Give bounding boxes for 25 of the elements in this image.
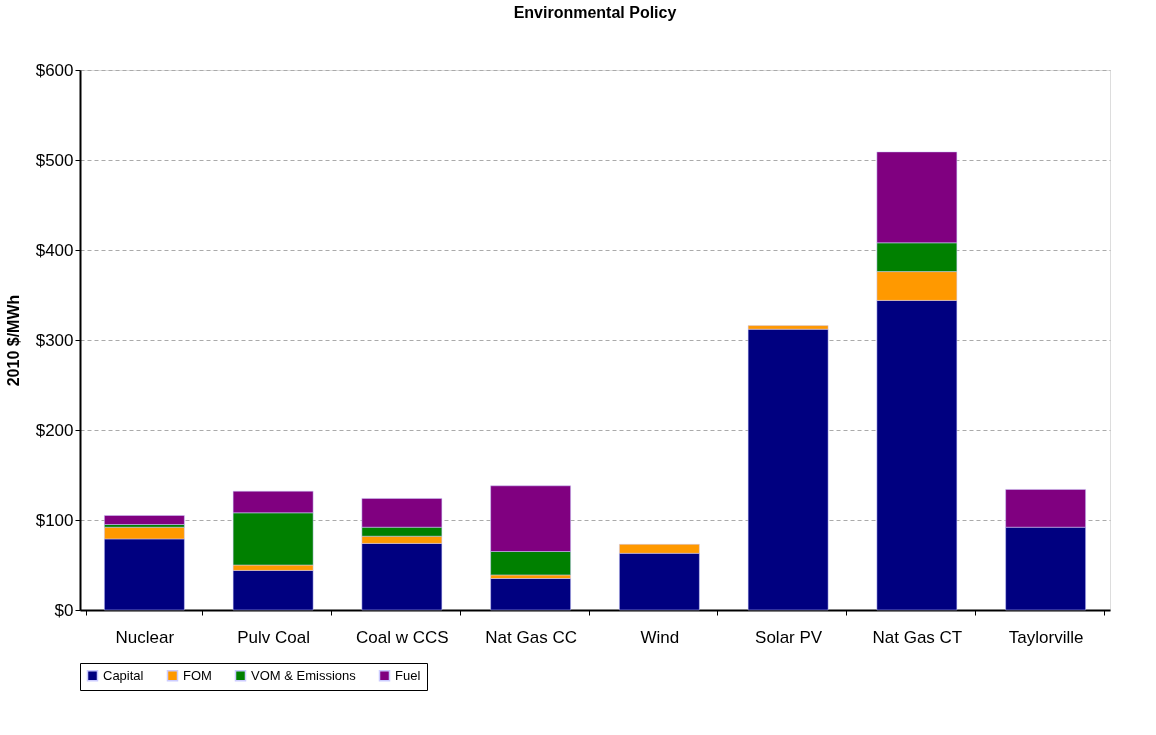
x-tick-label: Coal w CCS [356,627,449,647]
y-axis-title: 2010 $/MWh [4,294,22,387]
x-tick-label: Nuclear [115,627,175,647]
y-tick-label: $0 [54,600,74,620]
legend-label: VOM & Emissions [251,667,357,683]
x-tick-label: Taylorville [1008,627,1084,647]
legend-label: Capital [103,667,144,683]
bar [747,328,829,611]
x-tick-label: Solar PV [755,627,823,647]
x-tick-label: Nat Gas CC [485,627,577,647]
y-tick-label: $100 [35,510,74,530]
bar [232,570,314,611]
y-tick-label: $600 [35,60,74,80]
bar [490,578,571,611]
y-tick-label: $400 [35,240,74,260]
y-tick-label: $300 [35,330,74,350]
chart-title: Environmental Policy [513,4,677,21]
legend-label: FOM [183,667,212,683]
legend-label: Fuel [395,667,421,683]
y-tick-label: $500 [35,150,74,170]
bar [104,515,185,525]
x-tick-label: Wind [640,627,680,647]
x-tick-label: Nat Gas CT [872,627,963,647]
y-tick-label: $200 [35,420,74,440]
x-tick-label: Pulv Coal [237,627,311,647]
